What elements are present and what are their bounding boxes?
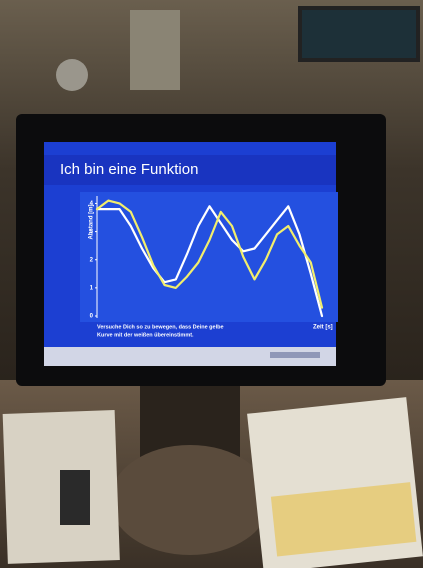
chart-title: Ich bin eine Funktion [60,161,198,178]
remote [60,470,90,525]
x-axis-label: Zeit [s] [313,325,333,331]
device [130,10,180,90]
plot-area [80,192,338,322]
note-line: Versuche Dich so zu bewegen, dass Deine … [97,324,224,330]
globe [56,59,88,91]
logo [270,352,320,358]
scene: Ich bin eine Funktion Abstand [m] Zeit [… [0,0,423,568]
note-line: Kurve mit der weißen übereinstimmt. [97,332,194,338]
platform [110,445,270,555]
tv-screen [300,8,418,60]
